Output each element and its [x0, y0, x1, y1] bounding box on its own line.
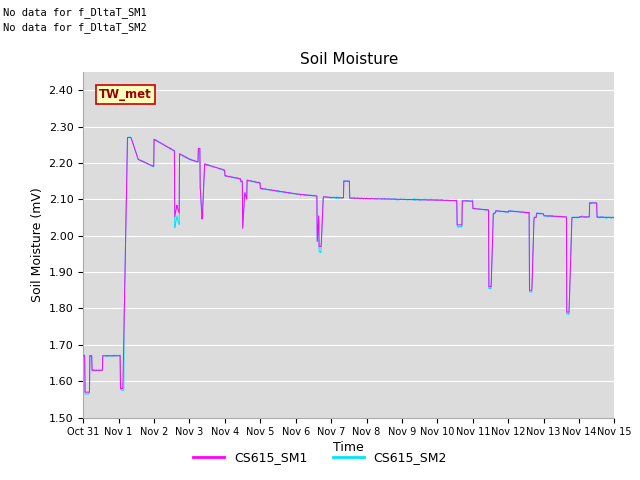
Text: TW_met: TW_met	[99, 87, 152, 100]
Title: Soil Moisture: Soil Moisture	[300, 52, 398, 67]
Y-axis label: Soil Moisture (mV): Soil Moisture (mV)	[31, 187, 44, 302]
Text: No data for f_DltaT_SM2: No data for f_DltaT_SM2	[3, 22, 147, 33]
Text: No data for f_DltaT_SM1: No data for f_DltaT_SM1	[3, 7, 147, 18]
Legend: CS615_SM1, CS615_SM2: CS615_SM1, CS615_SM2	[188, 446, 452, 469]
X-axis label: Time: Time	[333, 442, 364, 455]
